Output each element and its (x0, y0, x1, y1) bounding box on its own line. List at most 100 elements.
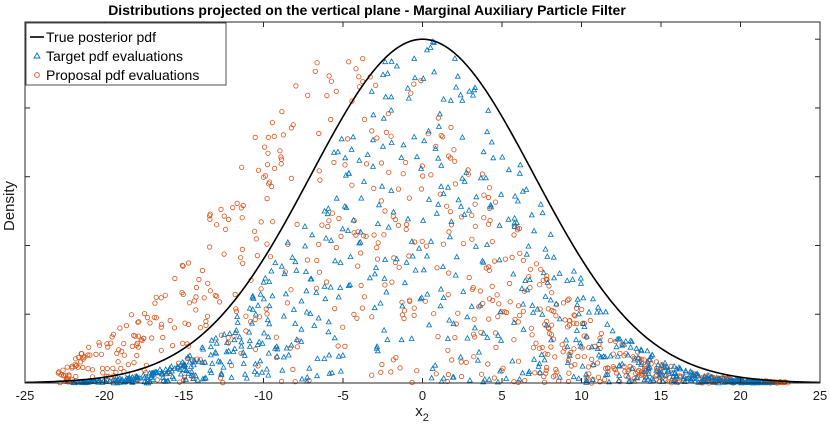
target-point (321, 355, 328, 361)
proposal-point (278, 154, 284, 160)
target-point (516, 170, 523, 176)
target-point (388, 106, 395, 113)
proposal-point (204, 313, 211, 319)
target-point (619, 341, 626, 348)
target-point (534, 305, 541, 312)
target-point (595, 351, 602, 358)
target-point (641, 368, 648, 375)
proposal-point (543, 367, 549, 373)
proposal-point (411, 305, 417, 311)
target-point (516, 375, 523, 382)
proposal-point (472, 223, 478, 229)
target-point (313, 372, 321, 379)
target-point (84, 378, 91, 385)
target-point (366, 274, 373, 281)
target-point (309, 231, 316, 238)
legend-label-proposal: Proposal pdf evaluations (46, 67, 199, 83)
target-point (609, 327, 616, 334)
target-point (260, 278, 267, 285)
proposal-point (96, 340, 102, 346)
target-point (635, 359, 642, 365)
proposal-point (543, 364, 550, 371)
target-point (258, 368, 266, 375)
target-point (670, 373, 677, 379)
target-point (190, 375, 197, 381)
target-point (720, 374, 727, 381)
target-point (425, 127, 432, 134)
target-point (420, 75, 427, 81)
target-point (246, 337, 253, 344)
target-point (382, 93, 389, 100)
target-point (450, 373, 457, 380)
target-point (457, 353, 464, 360)
x-tick-label: 25 (813, 388, 827, 403)
proposal-point (566, 351, 572, 357)
proposal-point (225, 216, 232, 223)
proposal-point (252, 346, 259, 352)
proposal-point (193, 284, 199, 291)
proposal-point (363, 161, 370, 167)
target-point (252, 310, 259, 317)
target-point (409, 252, 416, 259)
target-point (613, 343, 620, 350)
proposal-point (332, 305, 338, 312)
target-point (477, 174, 484, 181)
target-point (163, 369, 170, 376)
target-point (457, 91, 464, 98)
target-point (661, 359, 669, 366)
proposal-point (252, 134, 258, 140)
target-point (79, 379, 86, 385)
proposal-point (636, 367, 642, 373)
target-point (370, 111, 377, 118)
proposal-point (288, 287, 294, 293)
target-point (257, 290, 264, 297)
proposal-point (388, 133, 394, 139)
proposal-point (73, 373, 79, 380)
target-point (769, 379, 776, 385)
proposal-point (277, 148, 283, 154)
target-point (564, 359, 571, 365)
proposal-point (406, 297, 413, 303)
proposal-point (506, 280, 513, 287)
true-posterior-curve (24, 38, 821, 384)
target-point (393, 255, 400, 262)
target-point (580, 294, 587, 301)
proposal-point (581, 354, 587, 360)
target-point (590, 361, 597, 368)
target-point (375, 201, 383, 208)
target-point (487, 201, 494, 208)
proposal-point (433, 371, 439, 377)
proposal-point (486, 205, 493, 211)
target-point (602, 308, 609, 315)
proposal-point (221, 213, 227, 219)
proposal-point (546, 283, 552, 289)
target-point (308, 275, 315, 282)
proposal-point (349, 182, 355, 188)
proposal-point (160, 334, 166, 341)
proposal-point (85, 352, 91, 358)
target-point (357, 228, 364, 235)
proposal-point (440, 241, 447, 247)
proposal-point (324, 93, 330, 99)
proposal-point (179, 289, 185, 296)
target-point (207, 343, 214, 350)
target-point (280, 353, 287, 360)
target-point (285, 351, 292, 358)
proposal-point (361, 116, 368, 123)
target-point (524, 286, 531, 293)
target-point (194, 376, 201, 383)
target-point (171, 365, 178, 371)
target-point (569, 276, 576, 282)
target-point (471, 84, 479, 90)
proposal-point (171, 325, 178, 331)
proposal-point (381, 232, 387, 238)
target-point (583, 332, 590, 339)
proposal-point (445, 291, 451, 298)
proposal-point (108, 340, 114, 346)
target-point (153, 368, 160, 375)
target-point (334, 148, 341, 155)
proposal-point (610, 363, 616, 370)
target-point (438, 183, 445, 189)
target-point (616, 372, 623, 378)
proposal-point (587, 317, 593, 324)
